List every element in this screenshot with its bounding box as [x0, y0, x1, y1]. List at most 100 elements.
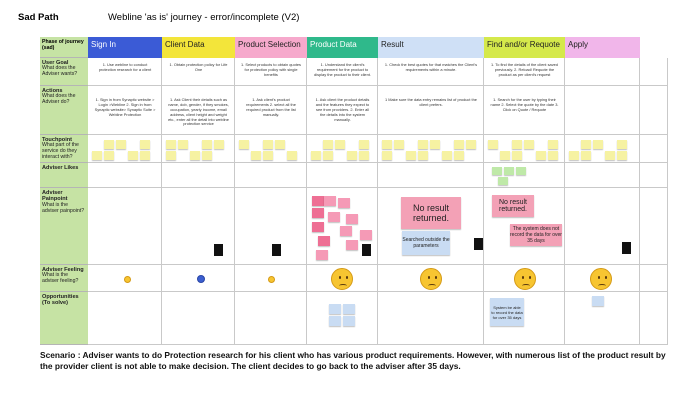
sticky	[312, 222, 324, 232]
sticky	[92, 151, 102, 160]
sticky	[338, 198, 350, 208]
sticky	[605, 151, 615, 160]
sticky	[382, 140, 392, 149]
emoji	[331, 268, 353, 290]
row-question: What is the adviser painpoint?	[42, 201, 85, 214]
row-question: What does the Adviser do?	[42, 93, 76, 106]
sticky	[346, 214, 358, 224]
sticky	[360, 230, 372, 240]
sticky	[617, 151, 627, 160]
cell	[640, 265, 668, 292]
row-label: Adviser Painpoint What is the adviser pai…	[40, 188, 88, 265]
opportunity-sticky: System be able to record the data for ov…	[490, 298, 524, 326]
emoji	[590, 268, 612, 290]
cell	[565, 188, 640, 265]
phase-header: Product Data	[307, 37, 378, 58]
goal-text: 1. Obtain protection policy for Life One	[169, 62, 228, 72]
subtitle: Webline 'as is' journey - error/incomple…	[108, 12, 300, 23]
sticky	[498, 177, 508, 185]
row-label: Touchpoint What part of the service do th…	[40, 135, 88, 163]
sticky	[251, 151, 261, 160]
sticky	[312, 208, 324, 218]
sticky	[140, 151, 150, 160]
sticky	[394, 140, 404, 149]
cell	[484, 135, 565, 163]
cell	[88, 135, 162, 163]
sticky	[128, 151, 138, 160]
row-title: Opportunities (To solve)	[42, 294, 79, 307]
sticky	[343, 304, 355, 314]
sticky	[359, 151, 369, 160]
sticky	[581, 151, 591, 160]
cell	[378, 135, 484, 163]
sticky	[104, 151, 114, 160]
goal-text: 1. Check the best quotes for that matche…	[384, 62, 478, 72]
sticky	[592, 296, 604, 306]
emoji-eye	[521, 276, 524, 280]
action-text: 1. Ask client's product requirements 2. …	[246, 97, 296, 117]
emoji-eye	[604, 276, 607, 280]
painpoint-sticky: No result returned.	[492, 195, 534, 217]
sticky	[430, 140, 440, 149]
cell	[640, 292, 668, 345]
sticky	[492, 167, 502, 175]
row-title: Touchpoint	[42, 137, 73, 143]
sticky	[418, 151, 428, 160]
cell	[565, 292, 640, 345]
sticky	[512, 151, 522, 160]
emoji-eye	[597, 276, 600, 280]
cell	[378, 86, 484, 135]
emoji	[514, 268, 536, 290]
cell	[484, 163, 565, 188]
cell	[484, 188, 565, 265]
sticky	[202, 151, 212, 160]
emoji-mouth	[597, 283, 607, 288]
emoji	[268, 276, 275, 283]
cell	[378, 58, 484, 86]
action-text: 1. Search for the user by typing their n…	[490, 97, 559, 112]
sticky	[316, 250, 328, 260]
sticky	[524, 140, 534, 149]
thumbnail	[272, 244, 281, 256]
sticky	[329, 316, 341, 326]
row-title: Actions	[42, 88, 63, 94]
sticky	[275, 140, 285, 149]
sticky	[263, 151, 273, 160]
goal-text: 1. Select products to obtain quotes for …	[241, 62, 301, 77]
cell	[378, 188, 484, 265]
cell	[640, 163, 668, 188]
thumbnail	[362, 244, 371, 256]
cell	[235, 265, 307, 292]
thumbnail	[214, 244, 223, 256]
sticky	[548, 151, 558, 160]
cell	[484, 265, 565, 292]
phase-header: Result	[378, 37, 484, 58]
cell	[484, 58, 565, 86]
row-label: Adviser Feeling What is the adviser feeli…	[40, 265, 88, 292]
phase-header: Sign In	[88, 37, 162, 58]
sticky	[343, 316, 355, 326]
goal-text: 1. Use webline to conduct protection res…	[98, 62, 152, 72]
sticky	[166, 140, 176, 149]
row-title: Adviser Likes	[42, 165, 79, 171]
cell	[565, 86, 640, 135]
cell	[307, 58, 378, 86]
cell	[307, 265, 378, 292]
sticky	[140, 140, 150, 149]
emoji-mouth	[338, 283, 348, 288]
emoji-eye	[427, 276, 430, 280]
sticky	[323, 151, 333, 160]
cell	[235, 86, 307, 135]
painpoint-sticky: No result returned.	[401, 197, 461, 229]
cell	[307, 86, 378, 135]
sticky	[454, 140, 464, 149]
cell	[484, 86, 565, 135]
cell	[162, 292, 235, 345]
sticky	[548, 140, 558, 149]
sticky	[104, 140, 114, 149]
emoji-mouth	[521, 283, 531, 288]
row-title: Adviser Feeling	[42, 267, 84, 273]
emoji-eye	[434, 276, 437, 280]
action-text: 1. Sign in from Synaptic website > Login…	[94, 97, 156, 117]
corner-label: Phase of journey (sad)	[40, 37, 88, 58]
